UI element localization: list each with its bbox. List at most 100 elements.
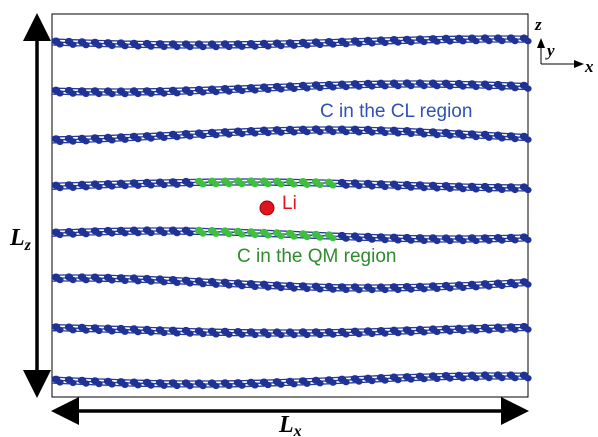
carbon-atom [121,329,128,335]
carbon-atom [420,83,427,89]
carbon-atom [511,327,518,333]
carbon-atom [225,181,232,187]
carbon-atom [147,230,154,236]
carbon-atom [56,41,63,47]
carbon-atom [472,38,479,44]
carbon-atom [472,134,479,140]
width-label: Lx [278,412,302,437]
carbon-atom [225,383,232,389]
carbon-atom [290,43,297,49]
carbon-atom [316,42,323,48]
carbon-atom [459,38,466,44]
carbon-atom [407,184,414,190]
carbon-atom [160,90,167,96]
carbon-atom [186,90,193,96]
carbon-atom [134,136,141,142]
carbon-atom [212,331,219,337]
carbon-atom [368,331,375,337]
carbon-atom [394,237,401,243]
carbon-atom [212,89,219,95]
carbon-atom [121,183,128,189]
carbon-atom [121,137,128,143]
carbon-atom [186,133,193,139]
carbon-atom [212,231,219,237]
carbon-atom [355,331,362,337]
carbon-atom [199,383,206,389]
carbon-atom [160,135,167,141]
carbon-atom [524,136,531,142]
carbon-atom [264,332,271,338]
carbon-atom [238,88,245,94]
carbon-atom [225,88,232,94]
carbon-atom [433,238,440,244]
carbon-atom [524,375,531,381]
carbon-atom [485,238,492,244]
carbon-atom [56,185,63,191]
carbon-atom [56,139,63,145]
carbon-atom [394,39,401,45]
carbon-atom [251,87,258,93]
carbon-atom [264,382,271,388]
carbon-atom [459,285,466,291]
carbon-atom [238,131,245,137]
carbon-atom [498,283,505,289]
carbon-atom [472,186,479,192]
carbon-atom [277,332,284,338]
carbon-atom [381,377,388,383]
carbon-atom [277,181,284,187]
carbon-atom [199,281,206,287]
carbon-atom [472,375,479,381]
carbon-atom [264,43,271,49]
carbon-atom [524,187,531,193]
carbon-atom [277,233,284,239]
carbon-atom [420,185,427,191]
carbon-atom [69,277,76,283]
carbon-atom [485,283,492,289]
carbon-atom [459,133,466,139]
carbon-atom [160,182,167,188]
carbon-atom [420,238,427,244]
carbon-atom [433,329,440,335]
carbon-atom [69,90,76,96]
carbon-atom [56,327,63,333]
carbon-atom [446,186,453,192]
carbon-atom [381,330,388,336]
carbon-atom [82,184,89,190]
carbon-atom [134,91,141,97]
carbon-atom [329,84,336,90]
carbon-atom [329,379,336,385]
carbon-atom [173,44,180,50]
carbon-atom [524,281,531,287]
carbon-atom [238,382,245,388]
carbon-atom [381,83,388,89]
carbon-atom [121,91,128,97]
carbon-atom [238,283,245,289]
carbon-atom [199,230,206,236]
carbon-atom [511,282,518,288]
carbon-atom [472,84,479,90]
carbon-atom [173,182,180,188]
carbon-atom [446,238,453,244]
carbon-atom [485,84,492,90]
carbon-atom [485,327,492,333]
carbon-atom [498,84,505,90]
carbon-atom [238,231,245,237]
carbon-atom [446,132,453,138]
carbon-atom [134,382,141,388]
carbon-atom [147,135,154,141]
carbon-atom [186,330,193,336]
carbon-atom [69,380,76,386]
carbon-atom [225,331,232,337]
carbon-atom [121,278,128,284]
carbon-atom [368,83,375,89]
carbon-atom [368,287,375,293]
carbon-atom [251,181,258,187]
carbon-atom [459,375,466,381]
carbon-atom [381,184,388,190]
carbon-atom [355,183,362,189]
carbon-atom [342,41,349,47]
carbon-atom [303,381,310,387]
carbon-atom [472,238,479,244]
carbon-atom [173,134,180,140]
carbon-atom [186,44,193,50]
